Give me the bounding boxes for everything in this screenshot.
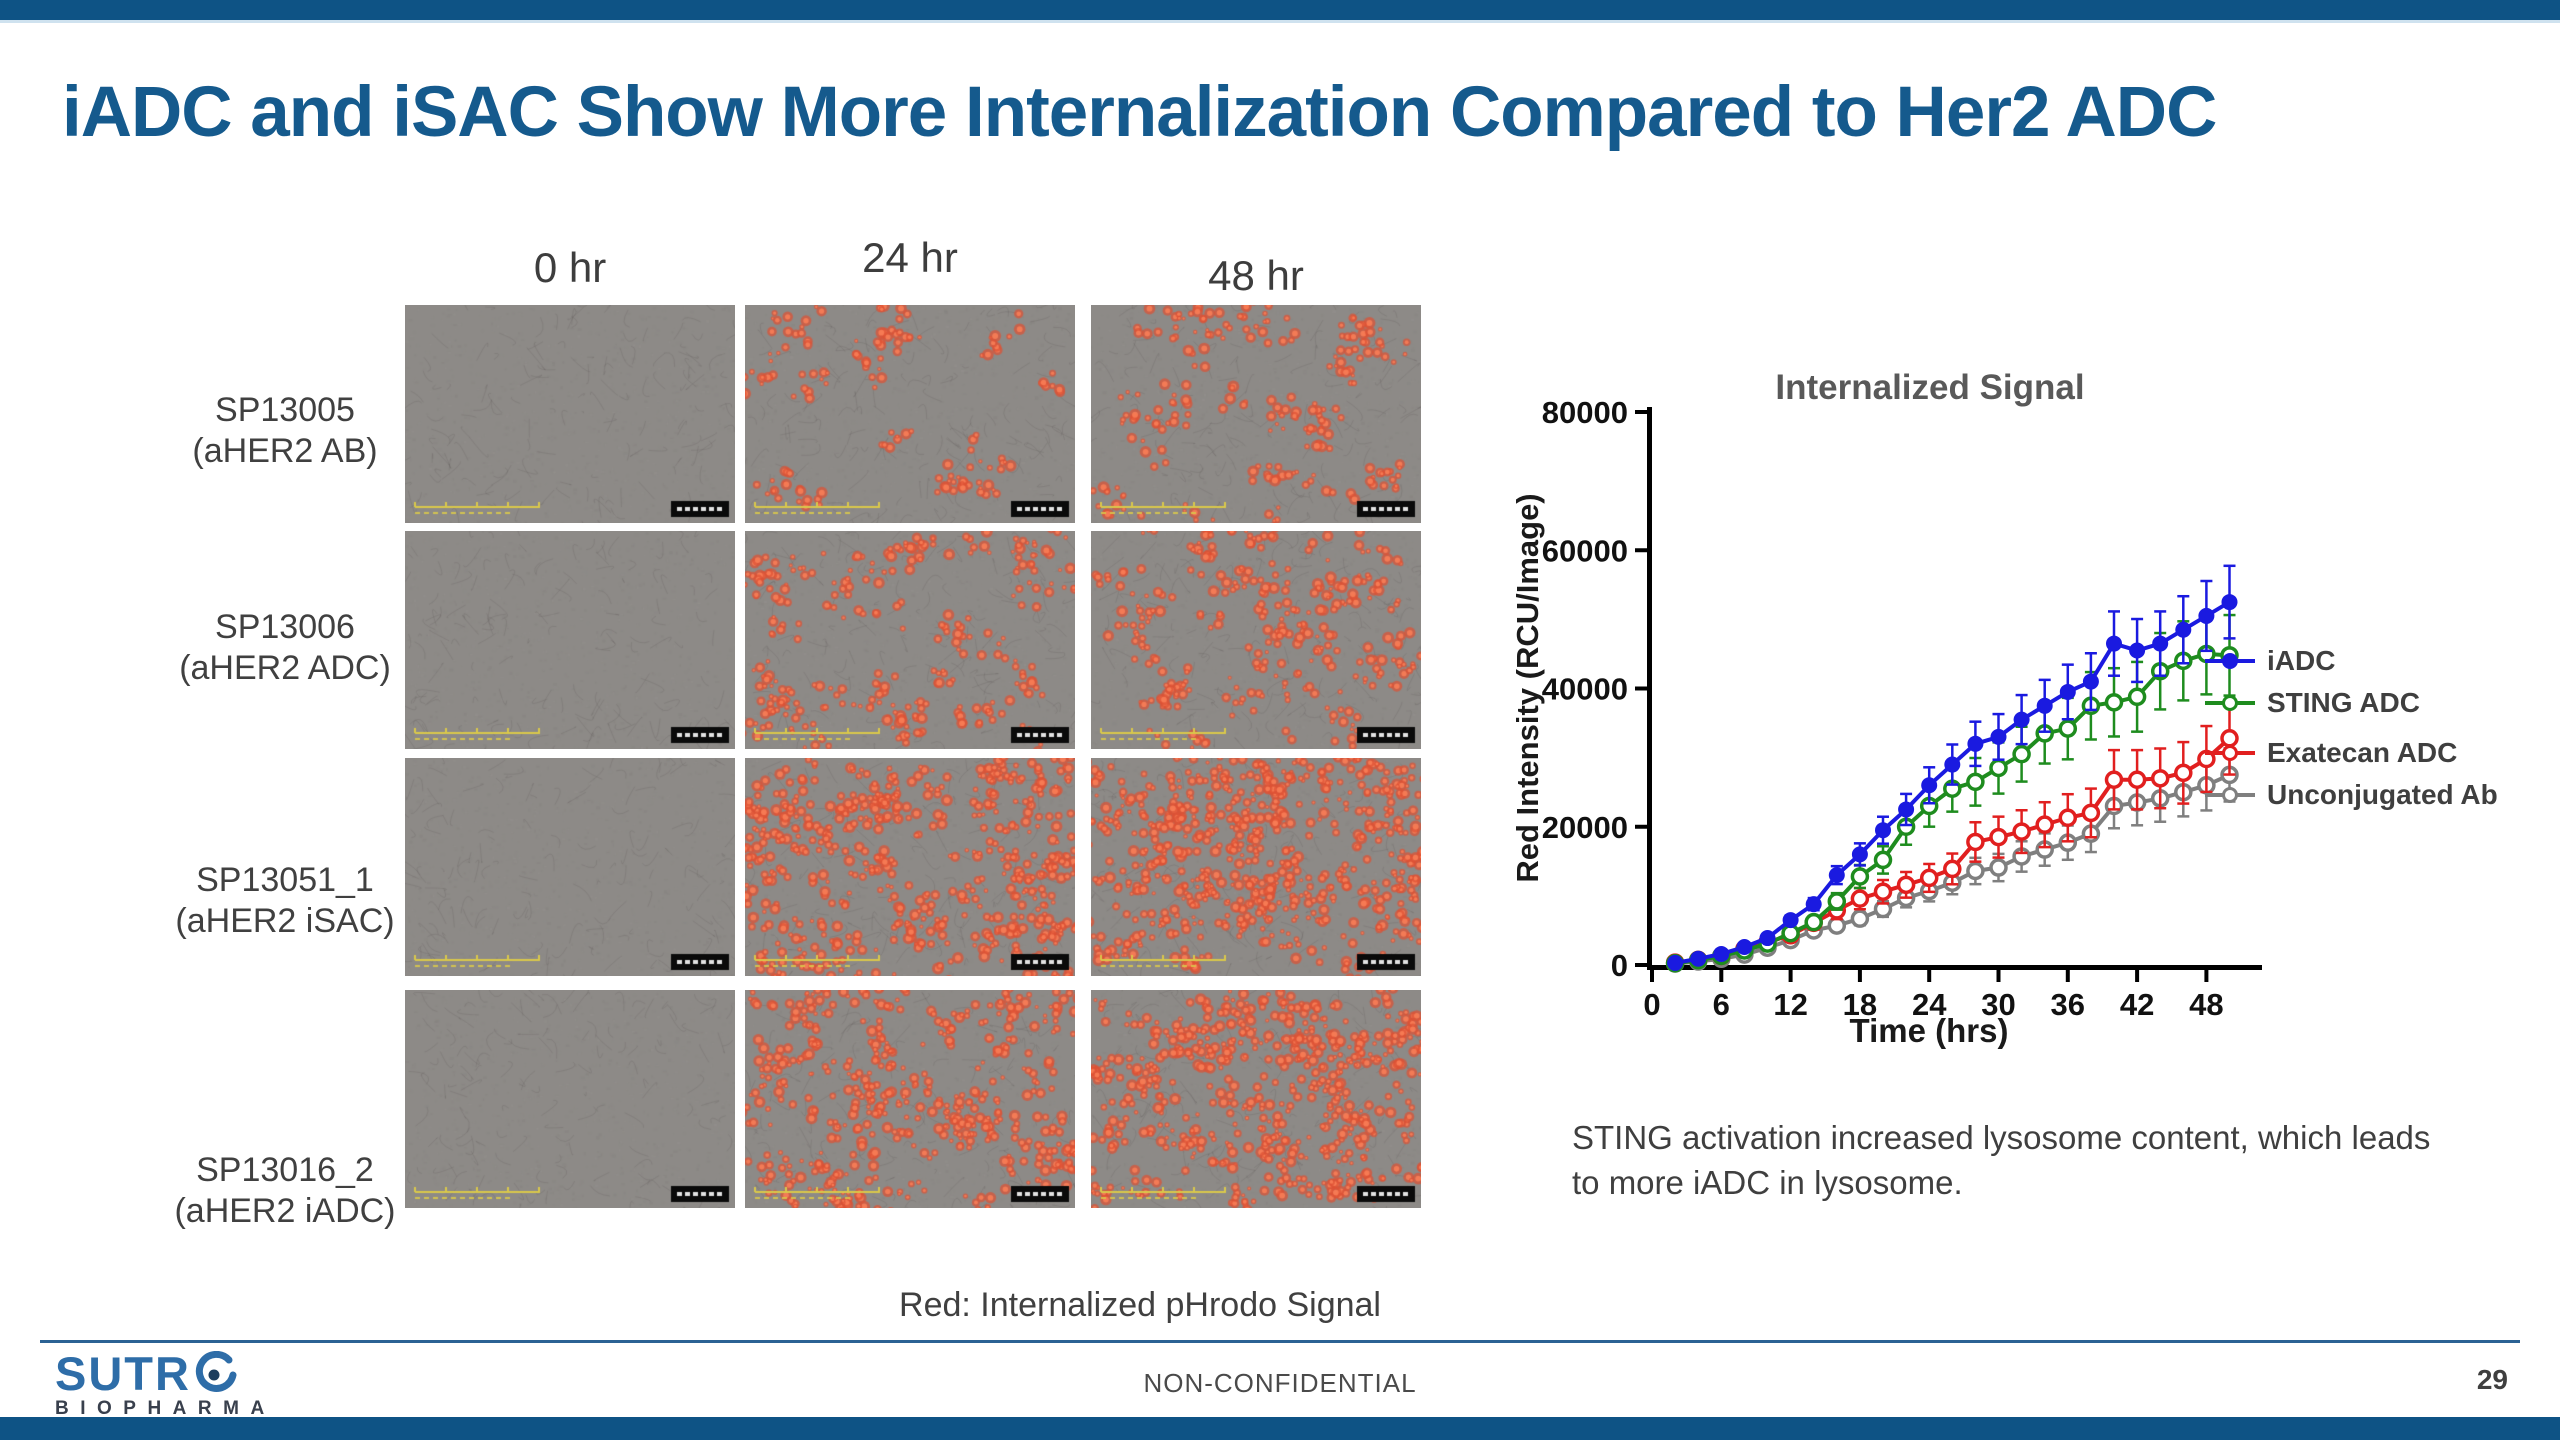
svg-text:80000: 80000	[1542, 395, 1628, 430]
footer-divider	[40, 1340, 2520, 1343]
micrograph-sp13006-48hr	[1091, 531, 1421, 749]
sting-adc-series-marker-icon	[2205, 693, 2255, 713]
top-accent-bar	[0, 0, 2560, 20]
legend-item-unconjugated-ab: Unconjugated Ab	[2205, 774, 2498, 816]
sutro-biopharma-logo: SUTR BIOPHARMA	[55, 1350, 276, 1420]
svg-text:42: 42	[2120, 987, 2154, 1022]
svg-text:60000: 60000	[1542, 533, 1628, 568]
column-header-48hr: 48 hr	[1208, 252, 1304, 299]
page-number: 29	[2476, 1364, 2508, 1395]
logo-wordmark: SUTR	[55, 1347, 191, 1400]
sample-id: SP13005	[215, 391, 355, 429]
svg-text:36: 36	[2051, 987, 2085, 1022]
top-accent-line	[0, 20, 2560, 23]
sample-desc: (aHER2 AB)	[192, 432, 378, 471]
svg-text:48: 48	[2189, 987, 2223, 1022]
micrograph-sp13051-48hr	[1091, 758, 1421, 976]
svg-text:0: 0	[1643, 987, 1660, 1022]
unconjugated-ab-series-marker-icon	[2205, 785, 2255, 805]
sample-desc: (aHER2 ADC)	[179, 649, 391, 688]
chart-title: Internalized Signal	[1775, 368, 2085, 407]
micrograph-sp13006-0hr	[405, 531, 735, 749]
micrograph-sp13005-48hr	[1091, 305, 1421, 523]
legend-label: Unconjugated Ab	[2267, 779, 2498, 810]
chart-x-axis-label: Time (hrs)	[1849, 1012, 2009, 1049]
svg-text:0: 0	[1611, 948, 1628, 983]
svg-text:24: 24	[1912, 987, 1947, 1022]
column-header-0hr: 0 hr	[533, 244, 607, 291]
chart-legend: iADC STING ADC Exatecan ADC Unconjugated…	[2205, 640, 2498, 816]
chart-plot-area: 0 6 12 18 24 30 36 42 48 0 20000 40000 60000 80000	[1542, 395, 2262, 1022]
sample-desc: (aHER2 iSAC)	[175, 902, 395, 941]
svg-text:12: 12	[1773, 987, 1807, 1022]
micrograph-sp13005-0hr	[405, 305, 735, 523]
micrograph-sp13016-24hr	[745, 990, 1075, 1208]
bottom-accent-bar	[0, 1417, 2560, 1440]
sample-id: SP13051_1	[196, 861, 374, 899]
row-label-sp13005: SP13005 (aHER2 AB)	[120, 390, 450, 473]
legend-item-iadc: iADC	[2205, 640, 2498, 682]
chart-y-axis-label: Red Intensity (RCU/Image)	[1510, 493, 1545, 883]
svg-text:20000: 20000	[1542, 810, 1628, 845]
micrograph-caption: Red: Internalized pHrodo Signal	[899, 1286, 1381, 1324]
micrograph-sp13006-24hr	[745, 531, 1075, 749]
row-label-sp13016-2: SP13016_2 (aHER2 iADC)	[120, 1150, 450, 1233]
column-header-24hr: 24 hr	[862, 234, 958, 281]
svg-text:40000: 40000	[1542, 672, 1628, 707]
legend-item-sting-adc: STING ADC	[2205, 682, 2498, 724]
micrograph-sp13051-0hr	[405, 758, 735, 976]
row-label-sp13006: SP13006 (aHER2 ADC)	[120, 607, 450, 690]
legend-item-exatecan-adc: Exatecan ADC	[2205, 732, 2498, 774]
micrograph-sp13005-24hr	[745, 305, 1075, 523]
confidentiality-label: NON-CONFIDENTIAL	[1143, 1368, 1417, 1398]
micrograph-sp13016-48hr	[1091, 990, 1421, 1208]
row-label-sp13051-1: SP13051_1 (aHER2 iSAC)	[120, 860, 450, 943]
sample-desc: (aHER2 iADC)	[174, 1192, 396, 1231]
sample-id: SP13006	[215, 608, 355, 646]
legend-label: Exatecan ADC	[2267, 737, 2458, 768]
svg-text:18: 18	[1843, 987, 1877, 1022]
exatecan-adc-series-marker-icon	[2205, 743, 2255, 763]
internalized-signal-chart: Internalized Signal Red Intensity (RCU/I…	[1500, 360, 2560, 1080]
iadc-series-marker-icon	[2205, 651, 2255, 671]
micrograph-sp13051-24hr	[745, 758, 1075, 976]
logo-swoosh-o-icon	[195, 1350, 237, 1392]
logo-subtitle: BIOPHARMA	[55, 1398, 276, 1419]
sample-id: SP13016_2	[196, 1151, 374, 1189]
slide-title: iADC and iSAC Show More Internalization …	[62, 73, 2217, 152]
legend-label: STING ADC	[2267, 687, 2420, 718]
svg-text:6: 6	[1713, 987, 1730, 1022]
conclusion-note: STING activation increased lysosome cont…	[1572, 1119, 2431, 1201]
svg-text:30: 30	[1981, 987, 2015, 1022]
micrograph-sp13016-0hr	[405, 990, 735, 1208]
legend-label: iADC	[2267, 645, 2336, 676]
